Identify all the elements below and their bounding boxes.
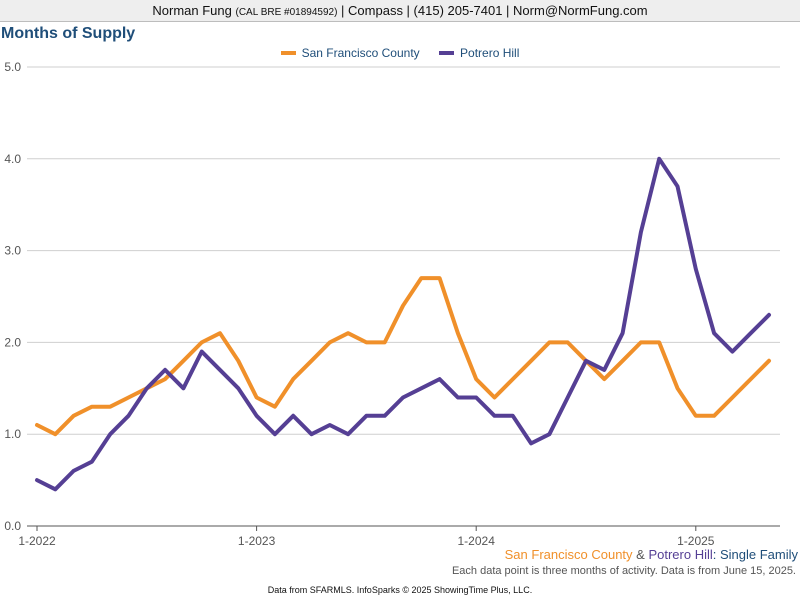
legend-swatch-potrero <box>439 50 455 55</box>
y-tick-label: 2.0 <box>4 335 21 349</box>
x-tick-label: 1-2025 <box>677 534 715 548</box>
legend-label-sf: San Francisco County <box>301 46 420 60</box>
caption-area-potrero: Potrero Hill <box>648 547 713 562</box>
caption-ampersand: & <box>632 547 649 562</box>
caption-property-type: : Single Family <box>712 547 798 562</box>
x-tick-label: 1-2024 <box>458 534 496 548</box>
x-tick-label: 1-2023 <box>238 534 276 548</box>
legend-item-sf[interactable]: San Francisco County <box>280 46 420 60</box>
chart-legend: San Francisco County Potrero Hill <box>0 46 800 60</box>
chart-caption: San Francisco County & Potrero Hill: Sin… <box>505 547 798 562</box>
y-tick-label: 0.0 <box>4 519 21 533</box>
legend-label-potrero: Potrero Hill <box>460 46 520 60</box>
legend-swatch-sf <box>280 50 296 55</box>
series-line-potrero-hill <box>35 156 771 492</box>
chart-note: Each data point is three months of activ… <box>451 565 796 577</box>
y-tick-label: 1.0 <box>4 427 21 441</box>
y-tick-label: 4.0 <box>4 152 21 166</box>
agent-name: Norman Fung <box>152 3 232 18</box>
y-tick-label: 3.0 <box>4 244 21 258</box>
caption-area-sf: San Francisco County <box>504 547 633 562</box>
x-tick-label: 1-2022 <box>18 534 56 548</box>
contact-header: Norman Fung (CAL BRE #01894592) | Compas… <box>0 0 800 22</box>
chart-title: Months of Supply <box>1 25 136 42</box>
y-tick-label: 5.0 <box>4 60 21 74</box>
legend-item-potrero[interactable]: Potrero Hill <box>439 46 519 60</box>
license-number: (CAL BRE #01894592) <box>235 7 338 18</box>
series-line-san-francisco-county <box>35 276 771 437</box>
contact-details: | Compass | (415) 205-7401 | Norm@NormFu… <box>341 3 648 18</box>
data-source-footer: Data from SFARMLS. InfoSparks © 2025 Sho… <box>267 585 533 595</box>
